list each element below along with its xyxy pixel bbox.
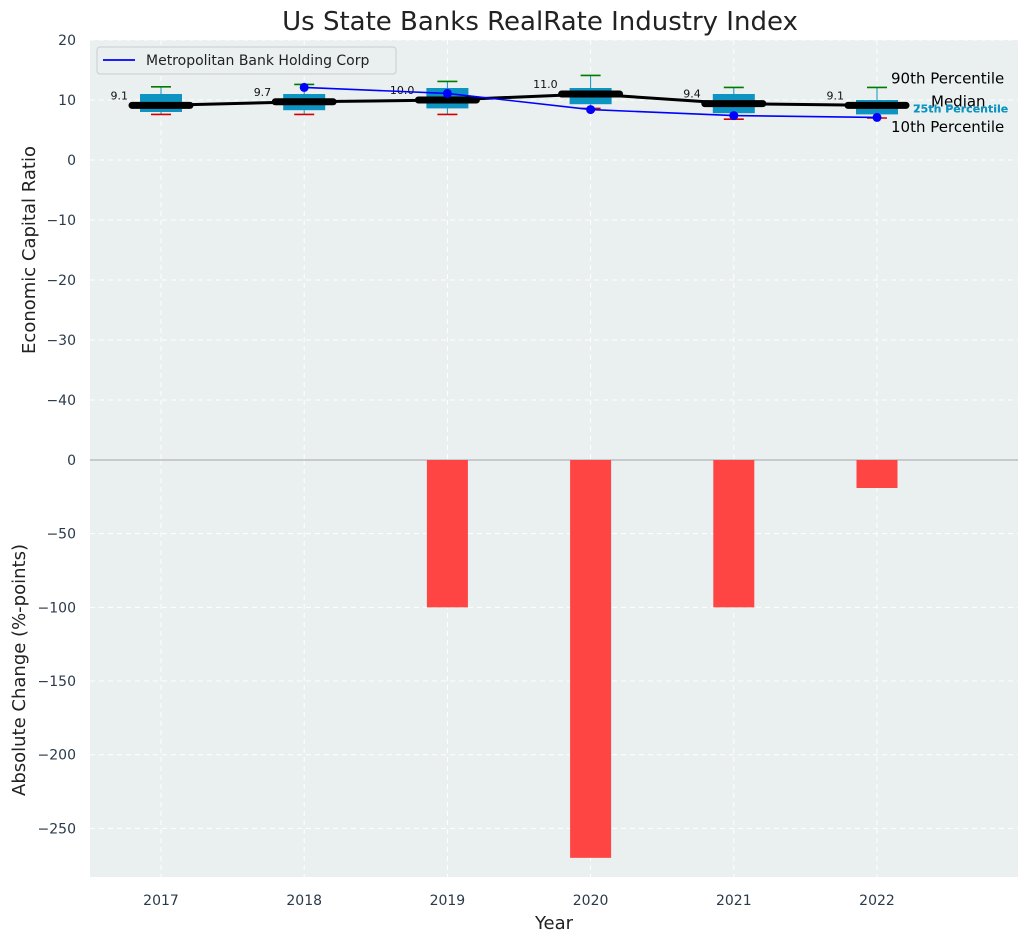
bottom-panel: 0 −50 −100 −150 −200 −250 2017 2018 2019 2020 2021… bbox=[38, 453, 1018, 909]
bottom-y-tick-label: −50 bbox=[46, 527, 76, 543]
annotation-p75: 75th Percentile bbox=[913, 102, 1008, 115]
top-y-axis-label: Economic Capital Ratio bbox=[19, 146, 40, 354]
x-tick-label-2018: 2018 bbox=[286, 893, 322, 909]
bottom-y-tick-label: −100 bbox=[38, 600, 76, 616]
series-point-2022 bbox=[872, 112, 882, 122]
x-axis-label: Year bbox=[534, 913, 574, 934]
x-tick-label-2019: 2019 bbox=[430, 893, 466, 909]
annotation-p90: 90th Percentile bbox=[891, 69, 1004, 87]
median-label-2022: 9.1 bbox=[827, 89, 845, 102]
legend-label: Metropolitan Bank Holding Corp bbox=[146, 53, 369, 69]
x-tick-label-2022: 2022 bbox=[859, 893, 895, 909]
median-label-2019: 10.0 bbox=[390, 84, 415, 97]
series-point-2018 bbox=[299, 82, 309, 92]
top-y-tick-label: −10 bbox=[46, 213, 76, 229]
x-tick-label-2020: 2020 bbox=[573, 893, 609, 909]
series-point-2020 bbox=[586, 105, 596, 115]
x-tick-label-2017: 2017 bbox=[143, 893, 179, 909]
top-y-tick-label: 10 bbox=[58, 93, 76, 109]
median-label-2021: 9.4 bbox=[683, 88, 701, 101]
bottom-y-tick-label: −150 bbox=[38, 674, 76, 690]
bar-2019 bbox=[426, 460, 468, 608]
legend-box bbox=[96, 46, 397, 75]
bottom-y-tick-label: −250 bbox=[38, 821, 76, 837]
median-label-2020: 11.0 bbox=[533, 78, 558, 91]
bottom-panel-background bbox=[90, 460, 1018, 877]
x-tick-label-2021: 2021 bbox=[716, 893, 752, 909]
bottom-y-axis-label: Absolute Change (%-points) bbox=[9, 544, 30, 796]
bar-2020 bbox=[570, 460, 612, 858]
bar-2022 bbox=[856, 460, 898, 488]
median-label-2017: 9.1 bbox=[111, 89, 129, 102]
series-point-2019 bbox=[442, 88, 452, 98]
top-y-tick-label: 0 bbox=[67, 153, 76, 169]
top-y-tick-label: −30 bbox=[46, 333, 76, 349]
annotation-p25: 25th Percentile bbox=[913, 102, 1008, 115]
bottom-y-tick-label: 0 bbox=[67, 453, 76, 469]
bar-2021 bbox=[713, 460, 755, 608]
series-point-2021 bbox=[729, 111, 739, 121]
median-label-2018: 9.7 bbox=[254, 86, 272, 99]
top-y-tick-label: 20 bbox=[58, 33, 76, 49]
legend: Metropolitan Bank Holding Corp bbox=[96, 46, 397, 75]
top-y-tick-label: −20 bbox=[46, 273, 76, 289]
top-panel: 20 10 0 −10 −20 −30 −40 9.1 9.7 10.0 11.0 9.4 9.1 90t… bbox=[46, 33, 1018, 460]
annotation-median: Median bbox=[931, 92, 986, 110]
chart-title: Us State Banks RealRate Industry Index bbox=[282, 7, 798, 37]
bottom-y-tick-label: −200 bbox=[38, 748, 76, 764]
top-y-tick-label: −40 bbox=[46, 393, 76, 409]
annotation-p10: 10th Percentile bbox=[891, 118, 1004, 136]
